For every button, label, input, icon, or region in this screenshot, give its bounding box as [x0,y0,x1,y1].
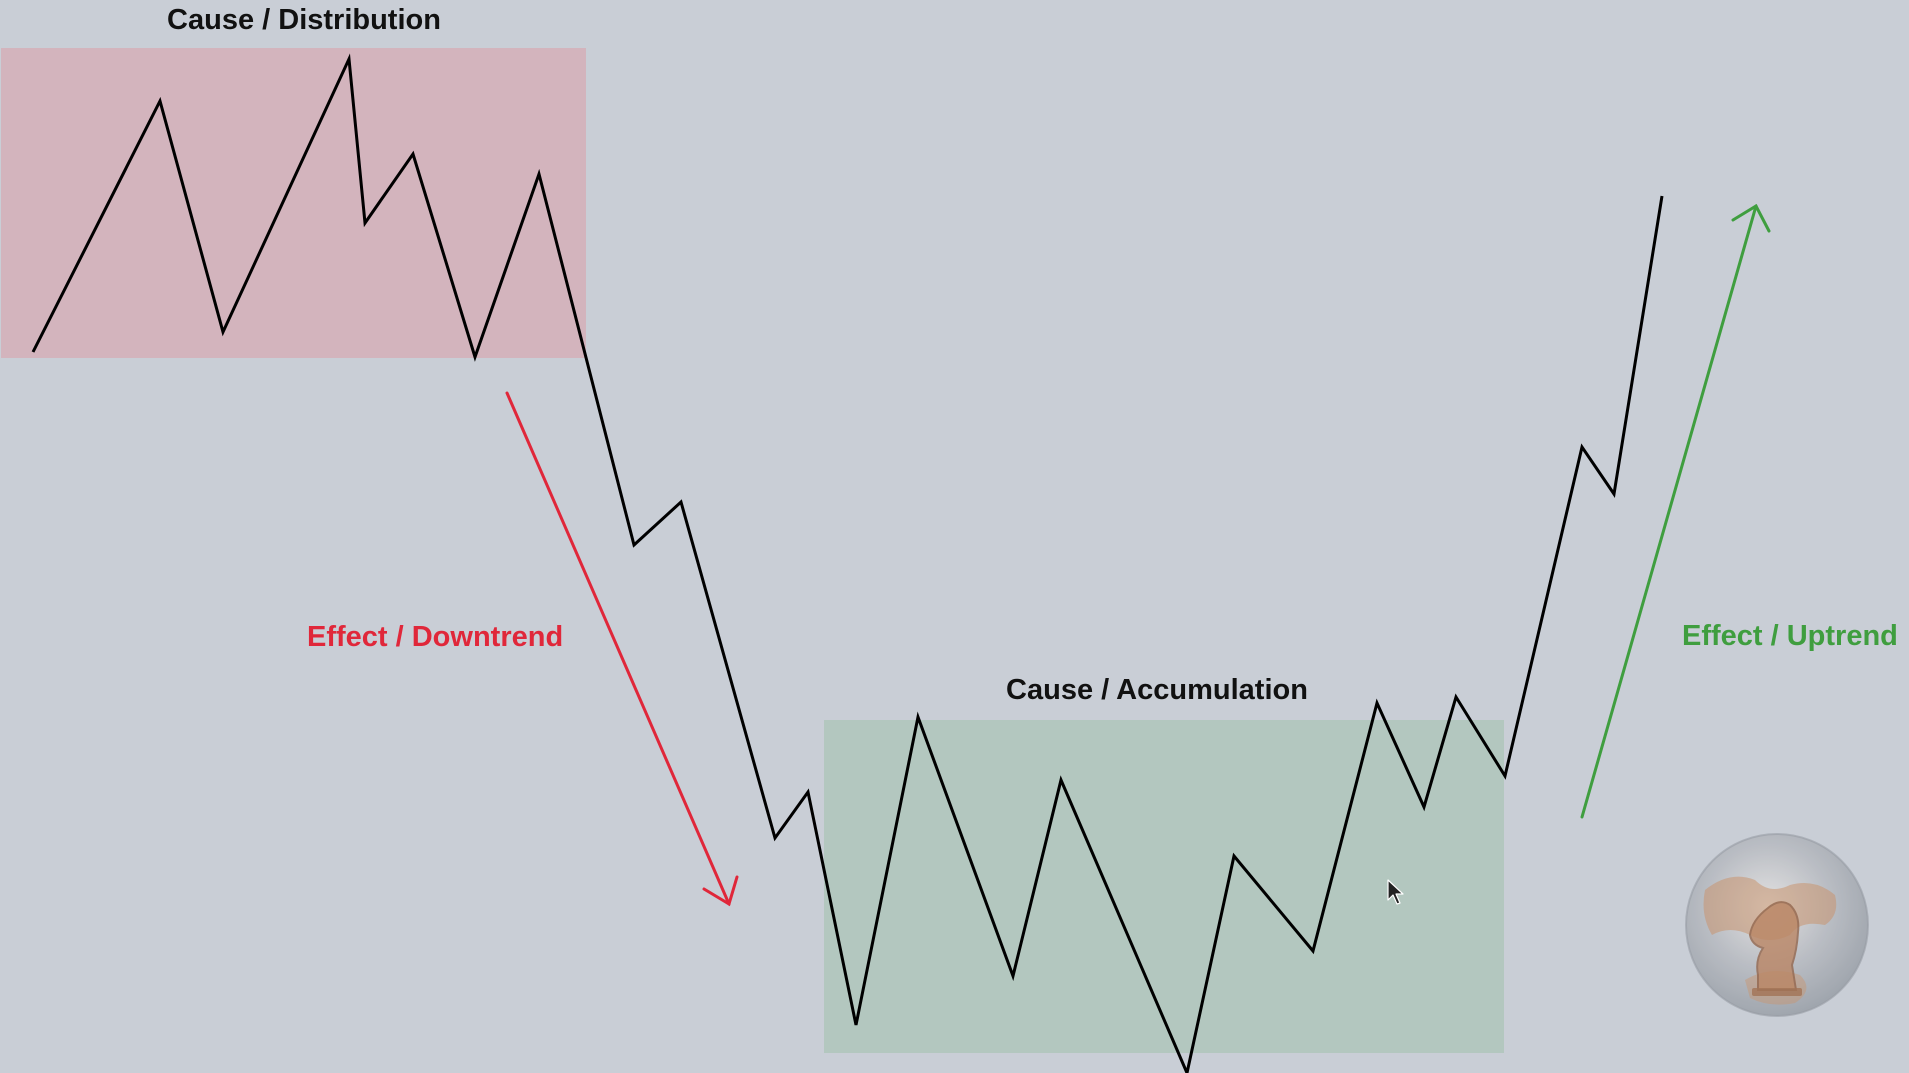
accumulation-zone [824,720,1504,1053]
downtrend-label: Effect / Downtrend [307,621,563,653]
uptrend-arrow [1580,203,1771,819]
mouse-pointer-icon [1387,879,1404,905]
chess-knight-globe-logo [1685,833,1869,1017]
distribution-zone [1,48,586,358]
downtrend-arrow [505,391,739,907]
price-line [31,53,1664,1073]
distribution-label: Cause / Distribution [167,4,441,36]
uptrend-label: Effect / Uptrend [1682,620,1898,652]
accumulation-label: Cause / Accumulation [1006,674,1308,706]
